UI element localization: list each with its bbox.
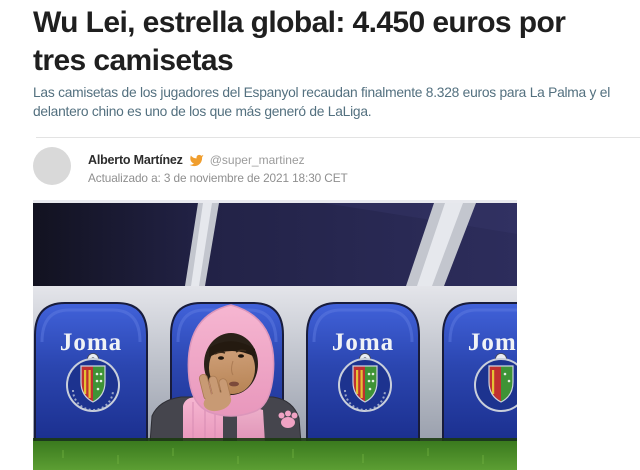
getafe-crest-icon bbox=[338, 353, 392, 412]
hair-fringe bbox=[209, 341, 255, 357]
dugout-top-edge bbox=[33, 200, 517, 204]
frame-strut-left bbox=[185, 203, 219, 286]
seat-3: Joma bbox=[306, 302, 420, 444]
divider bbox=[36, 137, 640, 138]
nose bbox=[231, 360, 234, 376]
grass-texture bbox=[62, 448, 484, 464]
seat-1: Joma bbox=[34, 302, 148, 444]
twitter-bird-glyph bbox=[189, 154, 204, 166]
grass bbox=[33, 441, 517, 470]
mouth bbox=[229, 381, 239, 387]
frame-strut-right bbox=[406, 203, 476, 286]
seat-4: Joma bbox=[442, 302, 517, 444]
player-wu-lei bbox=[149, 304, 302, 444]
author-name-link[interactable]: Alberto Martínez bbox=[88, 153, 183, 167]
towel-right bbox=[237, 407, 265, 443]
left-eyebrow bbox=[214, 351, 226, 355]
getafe-crest-icon bbox=[66, 353, 120, 412]
page-title: Wu Lei, estrella global: 4.450 euros por… bbox=[33, 6, 566, 77]
left-eye bbox=[218, 356, 224, 360]
bench-photo-illustration: Joma Joma bbox=[33, 200, 517, 470]
article-subheadline: Las camisetas de los jugadores del Espan… bbox=[33, 85, 611, 119]
twitter-handle-link[interactable]: @super_martinez bbox=[209, 153, 305, 167]
byline: Alberto Martínez @super_martinez bbox=[88, 152, 305, 168]
getafe-crest-icon bbox=[474, 353, 517, 412]
article-photo: Joma Joma bbox=[33, 200, 517, 470]
updated-timestamp: Actualizado a: 3 de noviembre de 2021 18… bbox=[88, 171, 348, 185]
right-eyebrow bbox=[235, 349, 247, 353]
joma-logo: Joma bbox=[60, 329, 122, 356]
paw-patch-icon bbox=[278, 410, 298, 428]
hand bbox=[198, 374, 232, 412]
joma-logo: Joma bbox=[468, 329, 517, 356]
right-eye bbox=[238, 354, 244, 358]
grass-shadow-line bbox=[33, 438, 517, 442]
twitter-icon[interactable] bbox=[189, 153, 204, 168]
joma-logo: Joma bbox=[332, 329, 394, 356]
author-avatar bbox=[33, 147, 71, 185]
